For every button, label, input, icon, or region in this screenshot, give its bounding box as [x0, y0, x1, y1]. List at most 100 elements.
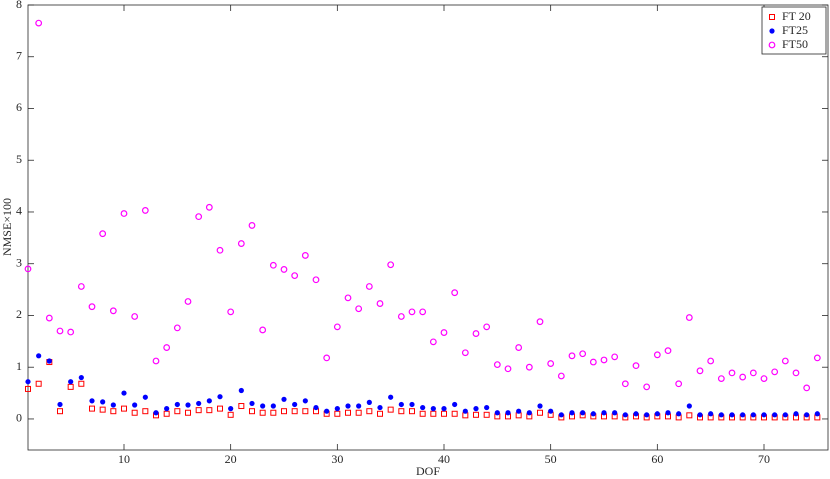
point	[429, 338, 437, 346]
point	[483, 411, 490, 418]
point	[301, 252, 309, 259]
point	[516, 408, 522, 414]
point	[782, 412, 788, 418]
point	[89, 405, 95, 412]
point	[409, 408, 415, 415]
point	[227, 308, 235, 316]
point	[131, 313, 139, 320]
point	[377, 404, 383, 411]
point	[46, 358, 52, 364]
point	[217, 394, 223, 400]
point	[132, 402, 138, 408]
point	[153, 410, 159, 416]
point	[441, 406, 447, 412]
x-tick-label: 40	[438, 452, 450, 466]
point	[238, 387, 244, 394]
legend-marker	[768, 41, 776, 49]
point	[548, 408, 554, 414]
point	[334, 410, 341, 417]
point	[772, 412, 778, 418]
point	[345, 409, 351, 416]
point	[654, 411, 660, 417]
point	[121, 390, 127, 396]
point	[601, 410, 607, 416]
point	[653, 351, 661, 359]
point	[174, 401, 180, 408]
point	[313, 404, 319, 411]
point	[590, 411, 596, 417]
point	[206, 407, 213, 414]
point	[750, 412, 756, 418]
point	[409, 401, 415, 408]
point	[504, 365, 512, 373]
point	[376, 300, 384, 307]
point	[237, 240, 245, 247]
point	[397, 313, 405, 320]
point	[312, 276, 320, 284]
point	[195, 407, 202, 414]
point	[366, 408, 373, 415]
point	[57, 408, 63, 415]
y-tick-label: 0	[16, 411, 22, 425]
point	[78, 374, 84, 381]
point	[68, 379, 74, 385]
point	[537, 409, 543, 416]
point	[355, 305, 363, 313]
point	[131, 409, 138, 416]
point	[99, 230, 107, 238]
point	[420, 404, 426, 411]
point	[781, 357, 789, 365]
point	[163, 410, 170, 417]
point	[302, 398, 308, 404]
y-tick-label: 8	[16, 0, 22, 11]
point	[441, 410, 447, 417]
point	[260, 403, 266, 409]
point	[270, 403, 276, 409]
point	[430, 410, 437, 417]
point	[632, 362, 640, 370]
x-tick-label: 50	[545, 452, 557, 466]
point	[334, 406, 340, 412]
point	[761, 412, 767, 418]
point	[728, 369, 736, 377]
point	[110, 402, 116, 408]
point	[109, 307, 117, 315]
point	[462, 408, 468, 414]
point	[36, 353, 42, 359]
point	[269, 261, 277, 269]
point	[558, 412, 564, 418]
point	[664, 347, 672, 355]
point	[173, 324, 181, 332]
point	[388, 394, 394, 400]
point	[185, 409, 191, 416]
point	[45, 314, 53, 322]
point	[633, 411, 639, 417]
point	[377, 410, 383, 417]
point	[24, 265, 32, 273]
point	[281, 396, 287, 402]
point	[612, 410, 618, 416]
point	[25, 379, 31, 385]
point	[35, 380, 42, 387]
point	[707, 357, 715, 365]
point	[760, 375, 768, 382]
point	[216, 246, 224, 254]
point	[227, 411, 234, 418]
point	[89, 398, 95, 404]
point	[333, 323, 341, 331]
point	[248, 222, 256, 229]
point	[515, 344, 523, 351]
x-tick-label: 10	[118, 452, 130, 466]
point	[622, 412, 628, 418]
point	[185, 402, 191, 408]
point	[195, 213, 203, 221]
point	[611, 353, 619, 361]
point	[793, 411, 799, 417]
point	[280, 266, 288, 273]
point	[355, 409, 362, 416]
point	[685, 314, 693, 321]
y-axis-label: NMSE×100	[0, 198, 14, 256]
point	[163, 344, 171, 351]
point	[302, 408, 309, 415]
point	[291, 408, 298, 415]
